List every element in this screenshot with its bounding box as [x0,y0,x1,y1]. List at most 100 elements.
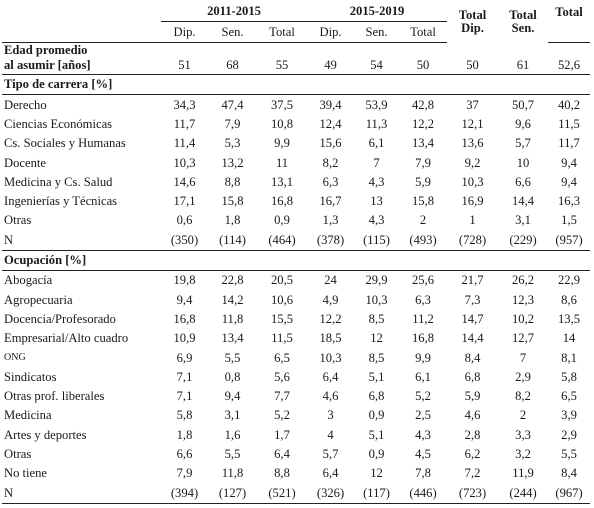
cell: 9,9 [415,350,431,365]
cell: 21,7 [461,273,484,288]
cell: 14,2 [221,292,244,307]
cell: 12,4 [319,117,342,131]
cell: 12,1 [461,117,484,131]
cell: (464) [268,232,296,247]
row-label: Abogacía [4,273,53,288]
cell: 16,8 [412,331,435,346]
subheader-dip: Dip. [307,21,355,43]
cell: 3,1 [224,408,241,423]
cell: 3 [327,408,334,423]
cell: 7,2 [464,466,481,481]
cell: 2 [419,213,427,228]
cell: 10,8 [270,117,294,131]
cell: 8,2 [322,155,339,170]
cell: (967) [548,483,591,504]
cell: 5,8 [176,408,193,423]
cell: 6,8 [464,369,481,384]
cell: 11,8 [221,466,244,481]
ocupacion-body: Abogacía 19,8 22,8 20,5 24 29,9 25,6 21,7 26,2 22… [2,271,591,504]
cell: 12,2 [319,311,342,326]
cell: 0,9 [274,213,290,228]
cell: 8,6 [561,292,577,307]
cell: 7,9 [415,155,431,170]
cell: (394) [161,483,208,504]
cell: 13,1 [270,174,294,189]
cell: 5,9 [415,174,431,189]
cell: (521) [257,483,308,504]
cell: 1,7 [274,427,290,442]
table-row: Otras 6,6 5,5 6,4 5,7 0,9 4,5 6,2 3,2 5,5 [2,445,590,464]
cell: 6,3 [322,174,339,189]
cell: 13,4 [412,136,435,151]
table-row: Cs. Sociales y Humanas 11,4 5,3 9,9 15,6 6,1 1… [2,134,590,153]
cell: 14,4 [461,331,484,346]
edad-row: Edad promedio al asumir [años] 51 68 55 … [2,42,590,74]
cell: 12,3 [512,292,535,307]
cell: 5,6 [274,369,290,384]
row-label: Docencia/Profesorado [4,311,116,326]
cell: 6,1 [368,136,385,151]
table-row: Ingenierías y Técnicas 17,1 15,8 16,8 16,7 13… [2,192,590,211]
cell: (326) [307,483,355,504]
cell: 8,5 [368,350,385,365]
cell: 5,2 [415,389,431,404]
cell: 20,5 [270,273,294,288]
cell: 9,6 [515,117,531,131]
cell: 1,6 [224,427,241,442]
cell: 8,5 [368,311,385,326]
cell: 6,4 [274,447,290,462]
cell: 1 [469,213,476,228]
cell: 0,6 [176,213,193,228]
cell: 14,6 [173,174,196,189]
cell: 10 [516,155,530,170]
cell: 11 [275,155,289,170]
cell: 6,4 [322,466,339,481]
cell: 47,4 [221,97,244,112]
cell: 39,4 [319,97,342,112]
cell: 1,8 [224,213,241,228]
cell: 5,9 [464,389,481,404]
cell: 11,7 [173,117,196,131]
cell: 55 [275,58,289,73]
cell: 13,5 [558,311,581,326]
cell: 5,7 [322,447,339,462]
table-row: Agropecuaria 9,4 14,2 10,6 4,9 10,3 6,3 7,3 12,3… [2,290,590,309]
row-label: Derecho [4,97,47,112]
table-row: Otras prof. liberales 7,1 9,4 7,7 4,6 6,8 5,2 5… [2,387,590,406]
cell: 6,5 [561,389,577,404]
cell: 50 [416,58,430,73]
cell: 19,8 [173,273,196,288]
cell: 9,2 [464,155,481,170]
cell: 0,9 [368,408,385,423]
header-total: Total [555,4,583,19]
header-total-sen: Total Sen. [509,8,537,36]
cell: 8,4 [464,350,481,365]
table-row: Sindicatos 7,1 0,8 5,6 6,4 5,1 6,1 6,8 2,9 5,8 [2,368,590,387]
cell: 5,5 [224,447,241,462]
section-header-tipo-carrera: Tipo de carrera [%] [2,74,591,96]
cell: 16,9 [461,194,484,209]
cell: 8,2 [515,389,531,404]
cell: 22,8 [221,273,244,288]
header-row-groups: 2011-2015 2015-2019 Total Dip. Total Sen… [2,2,590,34]
cell: 11,4 [173,136,196,151]
cell: 6,1 [415,369,431,384]
cell: 10,3 [365,292,388,307]
table-row: ONG 6,9 5,5 6,5 10,3 8,5 9,9 8,4 7 8,1 [2,348,590,367]
cell: 12,2 [412,117,435,131]
subheader-total: Total [399,21,448,43]
cell: 7,1 [176,389,193,404]
cell: 15,6 [319,136,342,151]
cell: 4 [327,427,334,442]
header-row-sub: Dip. Sen. Total Dip. Sen. Total [2,21,591,43]
cell: 5,3 [224,136,241,151]
cell: 12,7 [512,331,535,346]
cell: 1,5 [561,213,577,228]
cell: (493) [409,232,437,247]
subheader-sen: Sen. [208,21,257,43]
table-row: N (350) (114) (464) (378) (115) (493) (728) (229… [2,230,590,250]
cell: 11,7 [558,136,580,151]
cell: 16,8 [173,311,196,326]
cell: 25,6 [412,273,435,288]
table-row: Otras 0,6 1,8 0,9 1,3 4,3 2 1 3,1 1,5 [2,211,590,230]
